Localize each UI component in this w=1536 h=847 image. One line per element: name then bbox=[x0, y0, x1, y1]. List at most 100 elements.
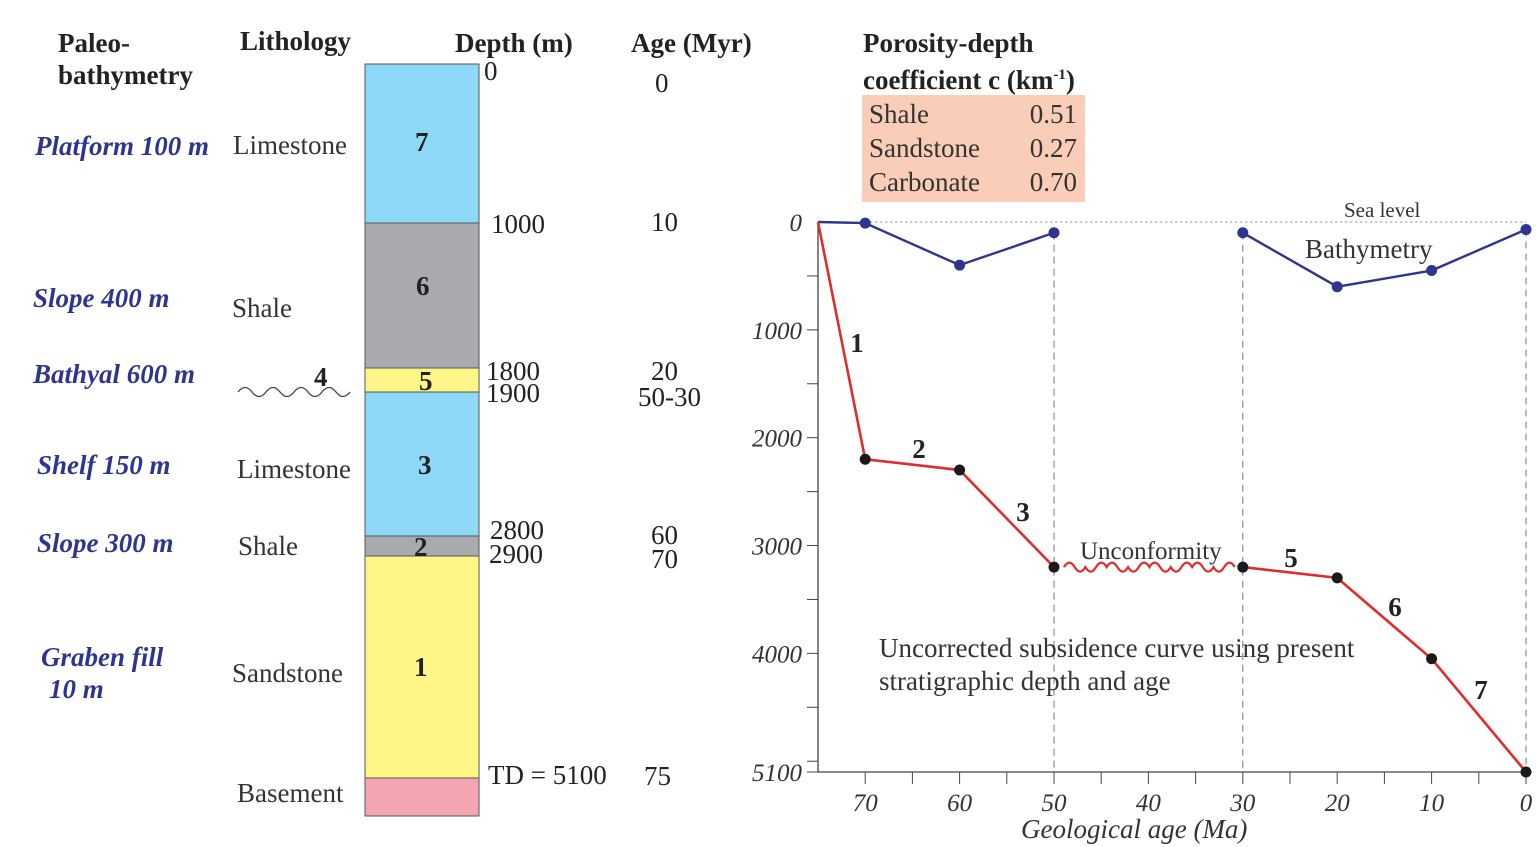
subsidence-point bbox=[1048, 561, 1060, 573]
coef-row-shale: Shale 0.51 bbox=[869, 99, 1077, 130]
y-tick-label: 4000 bbox=[752, 641, 803, 668]
segment-label: 2 bbox=[912, 434, 926, 464]
depth-label: 0 bbox=[484, 56, 498, 86]
bathymetry-point bbox=[1048, 227, 1060, 239]
subsidence-line bbox=[1242, 565, 1527, 773]
depth-label: 1000 bbox=[491, 209, 545, 239]
unit-number: 6 bbox=[416, 271, 430, 301]
x-tick-label: 20 bbox=[1325, 790, 1351, 817]
x-axis-title: Geological age (Ma) bbox=[1021, 814, 1248, 844]
unconformity-label: Unconformity bbox=[1080, 538, 1222, 565]
porosity-header: Porosity-depth coefficient c (km-1) bbox=[863, 27, 1075, 96]
depth-label-td: TD = 5100 bbox=[488, 760, 607, 790]
lithology-label: Sandstone bbox=[232, 658, 343, 688]
segment-label: 5 bbox=[1284, 543, 1298, 573]
chart-series bbox=[816, 217, 1532, 778]
sea-level-label: Sea level bbox=[1344, 198, 1421, 222]
lithology-label: Shale bbox=[238, 531, 298, 561]
chart-labels: 1 2 3 5 6 7 bbox=[850, 328, 1488, 705]
lithology-label: Basement bbox=[237, 778, 344, 808]
coef-rock: Sandstone bbox=[869, 133, 980, 163]
unit-6-shale bbox=[364, 222, 480, 369]
x-tick-label: 0 bbox=[1520, 790, 1533, 817]
unit-5-sandstone bbox=[364, 367, 480, 393]
depth-header: Depth (m) bbox=[455, 28, 573, 58]
subsidence-point bbox=[859, 453, 871, 465]
y-tick-label: 5100 bbox=[752, 760, 803, 787]
unconformity-wavy-line bbox=[1063, 561, 1236, 573]
depth-label: 2900 bbox=[489, 539, 543, 569]
x-tick-label: 60 bbox=[947, 790, 973, 817]
paleobathymetry-label: Graben fill bbox=[41, 642, 164, 672]
age-label: 0 bbox=[655, 68, 669, 98]
coef-rock: Shale bbox=[869, 99, 929, 129]
coef-value: 0.70 bbox=[1029, 167, 1077, 197]
paleobathymetry-label: 10 m bbox=[49, 674, 104, 704]
segment-label: 7 bbox=[1474, 675, 1488, 705]
y-tick-label: 3000 bbox=[751, 534, 803, 561]
subsidence-point bbox=[1237, 561, 1249, 573]
age-label: 70 bbox=[651, 544, 678, 574]
bathymetry-point bbox=[1237, 227, 1249, 239]
lithology-label: Limestone bbox=[233, 130, 347, 160]
bathymetry-line bbox=[1242, 228, 1527, 288]
bathymetry-line bbox=[817, 220, 1055, 267]
y-tick-label: 1000 bbox=[752, 318, 803, 345]
basement bbox=[364, 777, 480, 817]
subsidence-line bbox=[816, 221, 1055, 569]
chart-caption: Uncorrected subsidence curve using prese… bbox=[879, 632, 1354, 698]
segment-label: 6 bbox=[1388, 592, 1402, 622]
age-label: 50-30 bbox=[638, 382, 701, 412]
paleobathymetry-header: Paleo- bathymetry bbox=[58, 27, 193, 91]
lithology-label: Shale bbox=[232, 293, 292, 323]
paleobathymetry-label: Shelf 150 m bbox=[37, 450, 171, 480]
x-tick-label: 70 bbox=[853, 790, 879, 817]
paleobathymetry-label: Platform 100 m bbox=[35, 131, 209, 161]
coef-rock: Carbonate bbox=[869, 167, 980, 197]
depth-label: 1900 bbox=[486, 378, 540, 408]
bathymetry-point bbox=[859, 217, 871, 229]
porosity-header-line2: coefficient c (km-1) bbox=[863, 59, 1075, 96]
paleobathymetry-header-line1: Paleo- bbox=[58, 28, 130, 58]
paleobathymetry-label: Bathyal 600 m bbox=[33, 359, 196, 389]
unit-number: 2 bbox=[414, 532, 428, 562]
unit-3-limestone bbox=[364, 391, 480, 537]
bathymetry-point bbox=[1520, 224, 1532, 236]
porosity-header-unit-exponent: -1 bbox=[1053, 67, 1066, 83]
porosity-header-line1: Porosity-depth bbox=[863, 28, 1034, 58]
bathymetry-label: Bathymetry bbox=[1305, 234, 1433, 264]
age-header: Age (Myr) bbox=[631, 28, 752, 58]
age-label: 60 bbox=[651, 520, 678, 550]
subsidence-point bbox=[1426, 653, 1438, 665]
y-tick-label: 0 bbox=[790, 210, 803, 237]
unconformity-wavy-line bbox=[237, 386, 351, 398]
chart-caption-line2: stratigraphic depth and age bbox=[879, 666, 1171, 696]
y-tick-label: 2000 bbox=[752, 426, 803, 453]
lithology-header: Lithology bbox=[240, 26, 352, 56]
bathymetry-point bbox=[954, 259, 966, 271]
coef-value: 0.51 bbox=[1029, 99, 1077, 129]
bathymetry-point bbox=[1426, 265, 1438, 277]
age-label: 10 bbox=[651, 207, 678, 237]
unit-number: 7 bbox=[415, 127, 429, 157]
unit-number: 5 bbox=[419, 366, 433, 396]
unconformity-unit-number: 4 bbox=[314, 362, 328, 392]
segment-label: 3 bbox=[1016, 497, 1030, 527]
depth-label: 2800 bbox=[490, 515, 544, 545]
paleobathymetry-label: Slope 300 m bbox=[37, 528, 174, 558]
x-tick-label: 10 bbox=[1419, 790, 1445, 817]
bathymetry-point bbox=[1331, 281, 1343, 293]
age-label: 20 bbox=[651, 356, 678, 386]
unit-1-sandstone bbox=[364, 555, 480, 779]
chart-axes: 0 1000 2000 3000 4000 5100 70 60 50 40 30 20 10 0 bbox=[751, 210, 1533, 817]
x-tick-label: 30 bbox=[1229, 790, 1256, 817]
coef-value: 0.27 bbox=[1029, 133, 1077, 163]
subsidence-point bbox=[1520, 766, 1532, 778]
unit-number: 3 bbox=[418, 450, 432, 480]
lithology-label: Limestone bbox=[237, 454, 351, 484]
subsidence-point bbox=[954, 464, 966, 476]
coef-row-sandstone: Sandstone 0.27 bbox=[869, 133, 1077, 164]
coef-row-carbonate: Carbonate 0.70 bbox=[869, 167, 1077, 198]
